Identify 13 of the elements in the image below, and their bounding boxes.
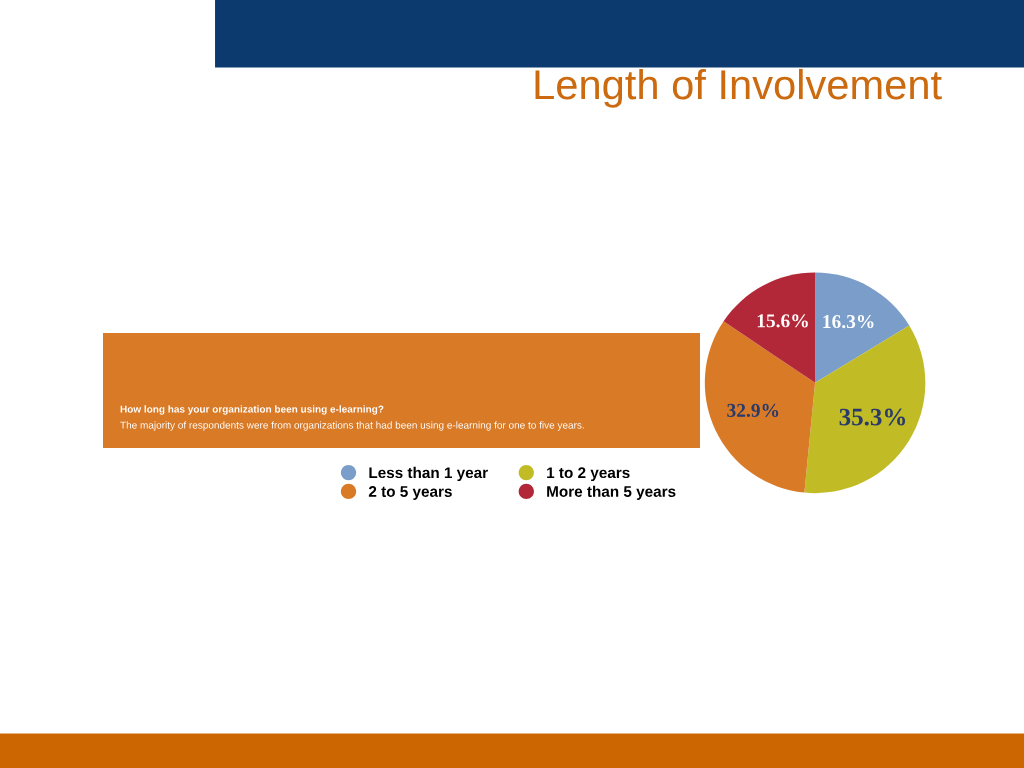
legend-label: 2 to 5 years [368, 486, 452, 500]
data-label: 32.9% [727, 403, 779, 417]
data-label: 35.3% [839, 408, 906, 426]
legend-label: 1 to 2 years [547, 467, 630, 482]
legend-label: More than 5 years [547, 485, 676, 500]
pie-slice [723, 272, 816, 383]
data-label: 16.3% [823, 314, 874, 329]
data-label: 15.6% [757, 314, 808, 328]
text: How long has your organization been using e-learning? [120, 405, 384, 415]
text: The majority of respondents were from organizations that had been using e-learning for one to five years. [120, 421, 584, 431]
pie-slice [815, 272, 910, 383]
legend-label: Less than 1 year [369, 466, 488, 482]
chart-title: Length of Involvement [535, 68, 942, 108]
